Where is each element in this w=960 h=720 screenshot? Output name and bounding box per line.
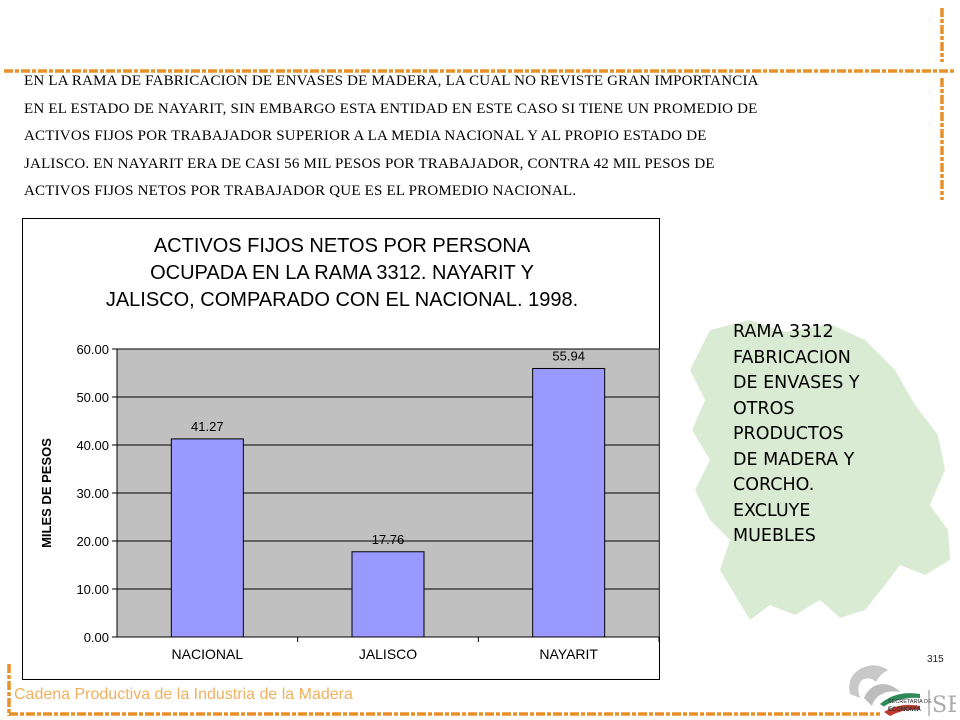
logo-line-2: ECONOMÍA <box>888 705 922 713</box>
y-tick-label: 0.00 <box>84 630 109 645</box>
chart-container: ACTIVOS FIJOS NETOS POR PERSONA OCUPADA … <box>22 218 660 680</box>
x-tick-label: NAYARIT <box>539 646 598 662</box>
data-label: 17.76 <box>372 532 405 547</box>
y-tick-label: 10.00 <box>76 582 109 597</box>
bar <box>351 551 425 638</box>
secretaria-economia-logo: SECRETARÍA DE ECONOMÍA SE <box>849 665 956 718</box>
page-number: 315 <box>927 654 944 665</box>
chart-title-line: JALISCO, COMPARADO CON EL NACIONAL. 1998… <box>105 289 579 311</box>
branch-description-line: FABRICACION <box>733 347 851 368</box>
logo-line-1: SECRETARÍA DE <box>888 698 932 705</box>
paragraph-line: JALISCO. EN NAYARIT ERA DE CASI 56 MIL P… <box>24 155 715 172</box>
bar <box>532 367 606 638</box>
paragraph-line: ACTIVOS FIJOS NETOS POR TRABAJADOR QUE E… <box>24 183 577 199</box>
branch-description-line: PRODUCTOS <box>733 424 844 444</box>
logo-mark: SE <box>932 693 956 718</box>
paragraph-line: EN EL ESTADO DE NAYARIT, SIN EMBARGO EST… <box>24 100 758 117</box>
y-tick-label: 60.00 <box>76 342 109 357</box>
branch-description-line: EXCLUYE <box>733 500 811 521</box>
y-tick-label: 40.00 <box>76 438 109 453</box>
x-tick-label: NACIONAL <box>172 646 244 662</box>
body-paragraph: EN LA RAMA DE FABRICACION DE ENVASES DE … <box>24 68 936 206</box>
branch-description-line: MUEBLES <box>733 526 816 546</box>
data-label: 55.94 <box>552 348 585 363</box>
branch-description-line: CORCHO. <box>733 475 815 495</box>
y-tick-label: 50.00 <box>76 390 109 405</box>
branch-description-line: OTROS <box>733 398 795 419</box>
y-tick-label: 20.00 <box>76 534 109 549</box>
branch-description-line: DE ENVASES Y <box>733 373 860 393</box>
data-label: 41.27 <box>191 419 224 434</box>
paragraph-line: EN LA RAMA DE FABRICACION DE ENVASES DE … <box>24 73 759 89</box>
chart-title-line: ACTIVOS FIJOS NETOS POR PERSONA <box>153 235 531 257</box>
y-tick-label: 30.00 <box>76 486 109 501</box>
y-axis-label: MILES DE PESOS <box>39 438 54 548</box>
branch-description-line: DE MADERA Y <box>733 449 855 470</box>
nayarit-map-shape <box>690 320 950 620</box>
chart-title: ACTIVOS FIJOS NETOS POR PERSONA OCUPADA … <box>23 233 661 314</box>
x-tick-label: JALISCO <box>359 646 417 662</box>
paragraph-line: ACTIVOS FIJOS POR TRABAJADOR SUPERIOR A … <box>24 128 707 144</box>
footer-title: Cadena Productiva de la Industria de la … <box>14 686 353 703</box>
branch-description: RAMA 3312 FABRICACION DE ENVASES Y OTROS… <box>733 320 860 550</box>
bar <box>170 438 244 638</box>
branch-description-line: RAMA 3312 <box>733 322 834 342</box>
bar-chart: 0.00 10.00 20.00 30.00 40.00 50.00 60.00 41.27 N… <box>39 342 660 662</box>
eagle-emblem-icon <box>849 665 921 716</box>
chart-title-line: OCUPADA EN LA RAMA 3312. NAYARIT Y <box>150 262 534 284</box>
